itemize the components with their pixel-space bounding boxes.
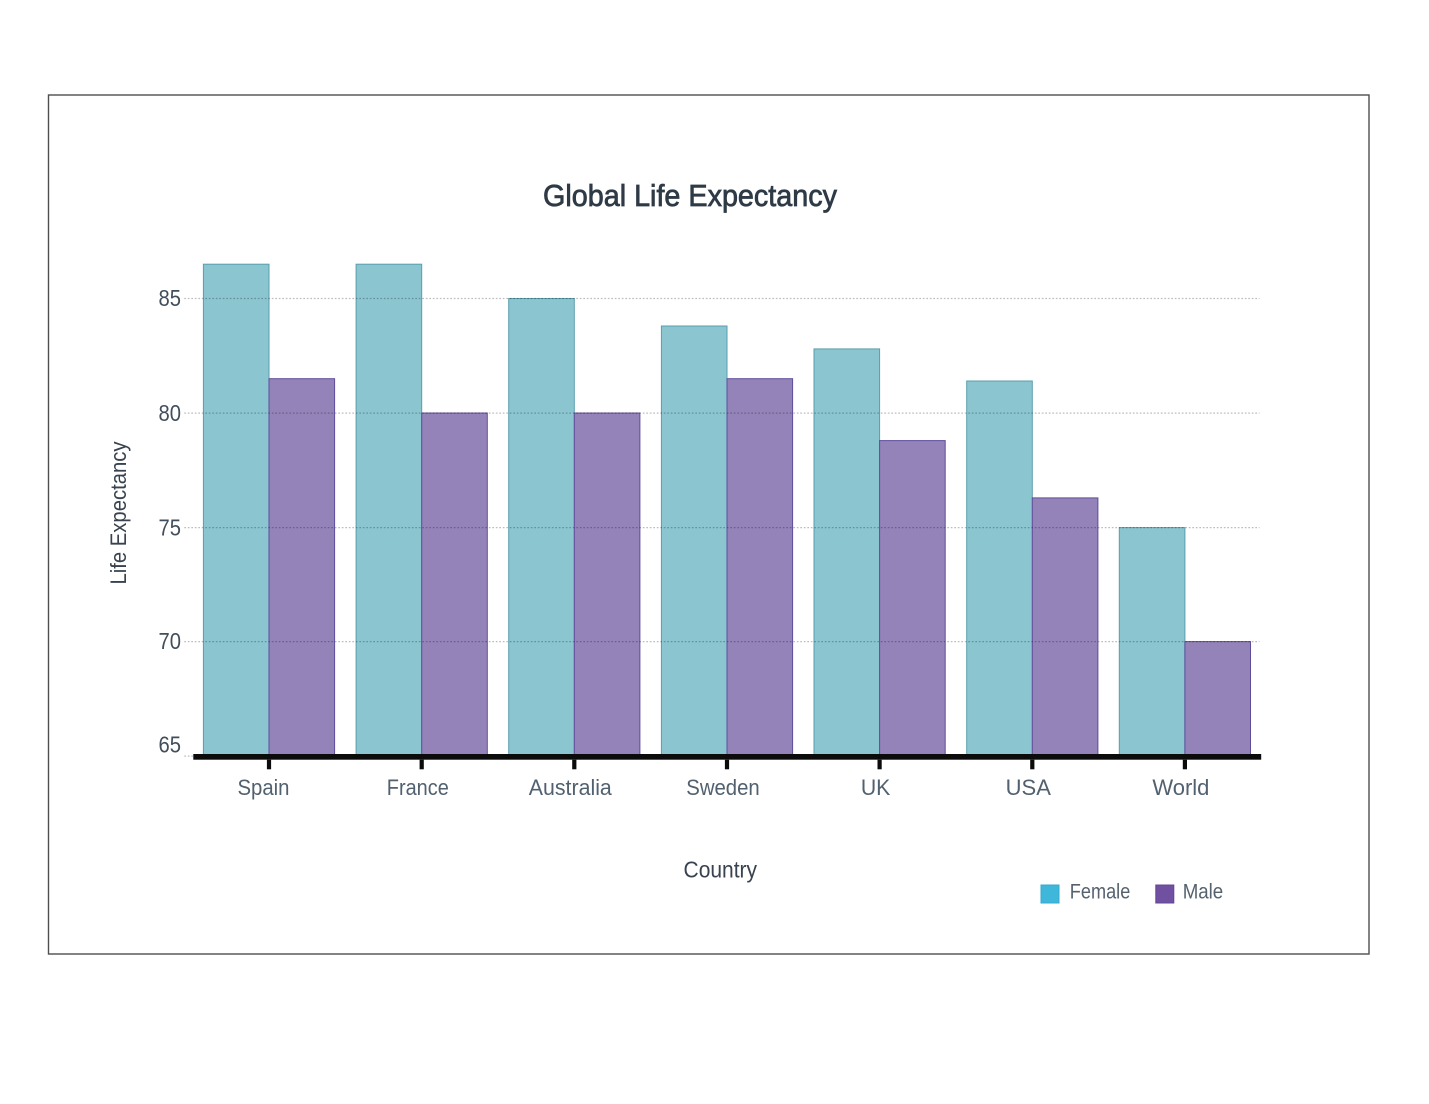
svg-text:70: 70 <box>159 628 182 654</box>
svg-text:Male: Male <box>1183 880 1224 904</box>
svg-text:Sweden: Sweden <box>686 775 760 800</box>
svg-text:Global Life Expectancy: Global Life Expectancy <box>543 178 837 213</box>
svg-text:Australia: Australia <box>529 775 613 800</box>
svg-text:Country: Country <box>684 857 758 883</box>
svg-text:80: 80 <box>159 400 182 426</box>
svg-text:Female: Female <box>1070 880 1131 904</box>
svg-text:Life Expectancy: Life Expectancy <box>106 442 131 585</box>
svg-text:USA: USA <box>1006 775 1052 800</box>
svg-text:France: France <box>387 775 449 800</box>
svg-text:75: 75 <box>159 515 182 541</box>
svg-text:85: 85 <box>159 285 182 311</box>
svg-text:65: 65 <box>159 731 182 757</box>
svg-text:World: World <box>1152 775 1209 800</box>
svg-text:Spain: Spain <box>238 775 290 800</box>
svg-text:UK: UK <box>861 775 891 800</box>
